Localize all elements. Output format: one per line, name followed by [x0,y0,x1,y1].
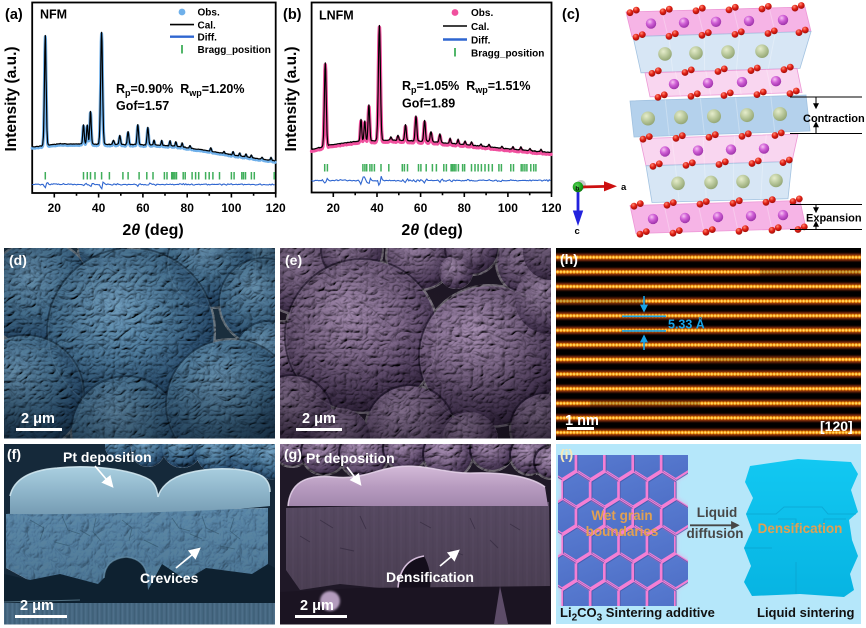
svg-text:Obs.: Obs. [198,8,220,19]
svg-text:(d): (d) [9,252,27,268]
svg-text:(b): (b) [283,7,302,23]
svg-text:Densification: Densification [386,569,474,585]
svg-text:(f): (f) [7,446,21,462]
svg-text:2 μm: 2 μm [300,598,334,614]
svg-text:40: 40 [92,201,106,215]
svg-text:2θ (deg): 2θ (deg) [401,222,462,239]
svg-text:Contraction: Contraction [803,113,865,125]
svg-text:Densification: Densification [758,521,843,536]
svg-text:(c): (c) [562,7,580,23]
svg-text:Bragg_position: Bragg_position [198,45,271,56]
svg-text:Liquid: Liquid [697,505,738,520]
svg-text:[120]: [120] [820,418,853,434]
svg-text:Rp=1.05% Rwp=1.51%: Rp=1.05% Rwp=1.51% [402,79,531,95]
svg-text:diffusion: diffusion [687,526,744,541]
svg-text:80: 80 [181,201,195,215]
svg-text:2θ (deg): 2θ (deg) [122,222,183,239]
svg-text:boundaries: boundaries [586,524,659,539]
svg-text:Diff.: Diff. [471,36,491,47]
svg-text:Gof=1.89: Gof=1.89 [402,97,455,111]
svg-text:Liquid sintering: Liquid sintering [757,605,855,620]
svg-text:Diff.: Diff. [198,33,218,44]
svg-text:100: 100 [221,201,241,215]
svg-text:120: 120 [266,201,286,215]
svg-text:Pt deposition: Pt deposition [63,449,152,465]
svg-text:Wet grain: Wet grain [591,508,652,523]
svg-text:(i): (i) [560,446,573,462]
svg-text:Rp=0.90% Rwp=1.20%: Rp=0.90% Rwp=1.20% [116,82,245,98]
svg-text:5.33 Å: 5.33 Å [668,317,705,332]
svg-text:(g): (g) [284,446,302,462]
svg-text:2 μm: 2 μm [20,598,54,614]
svg-text:Intensity (a.u.): Intensity (a.u.) [283,46,300,151]
svg-text:1 nm: 1 nm [565,413,599,429]
svg-text:Expansion: Expansion [806,213,862,225]
svg-text:60: 60 [136,201,150,215]
svg-text:Intensity (a.u.): Intensity (a.u.) [3,46,20,151]
svg-text:20: 20 [48,201,62,215]
svg-text:Bragg_position: Bragg_position [471,49,544,60]
svg-text:(h): (h) [560,251,578,267]
svg-text:Cal.: Cal. [471,22,490,33]
svg-text:Cal.: Cal. [198,21,217,32]
svg-text:80: 80 [458,201,472,215]
svg-text:Gof=1.57: Gof=1.57 [116,99,169,113]
svg-text:60: 60 [414,201,428,215]
svg-text:2 μm: 2 μm [302,411,336,427]
svg-text:(e): (e) [285,252,302,268]
svg-text:2 μm: 2 μm [21,411,55,427]
svg-text:Pt deposition: Pt deposition [306,450,395,466]
svg-text:a: a [621,182,627,193]
svg-text:(a): (a) [5,7,23,23]
svg-text:100: 100 [498,201,518,215]
svg-text:40: 40 [370,201,384,215]
svg-text:20: 20 [327,201,341,215]
svg-text:c: c [575,226,580,237]
svg-text:NFM: NFM [40,8,67,22]
svg-text:LNFM: LNFM [319,9,354,23]
svg-text:120: 120 [541,201,561,215]
svg-text:b: b [575,186,579,193]
svg-text:Crevices: Crevices [140,570,199,586]
svg-text:Obs.: Obs. [471,8,493,19]
